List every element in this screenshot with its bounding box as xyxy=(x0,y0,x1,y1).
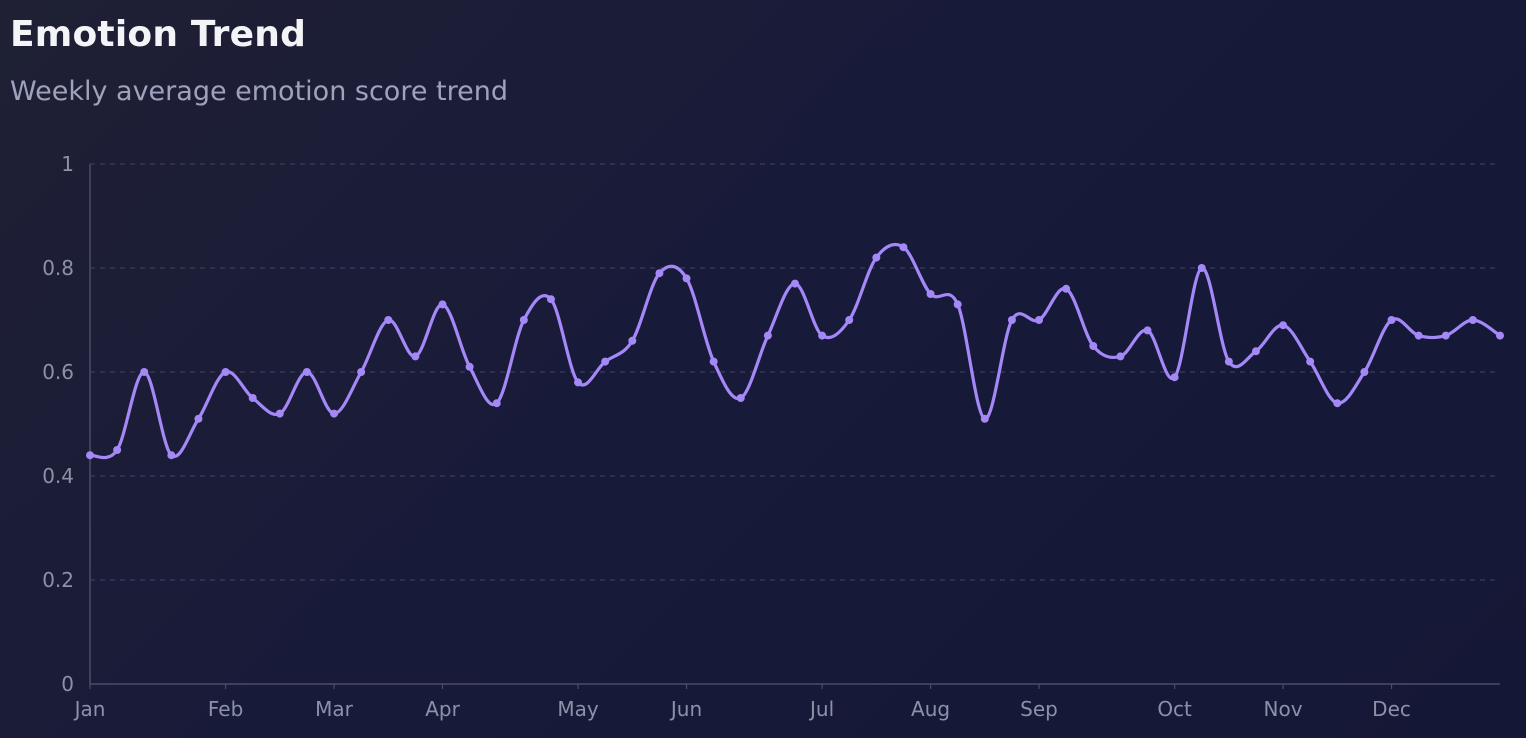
x-tick-label: Nov xyxy=(1264,697,1303,721)
data-point[interactable] xyxy=(194,414,203,423)
chart-subtitle: Weekly average emotion score trend xyxy=(10,76,508,107)
data-point[interactable] xyxy=(655,269,664,278)
data-point[interactable] xyxy=(167,451,176,460)
data-point[interactable] xyxy=(275,409,284,418)
chart-title: Emotion Trend xyxy=(10,14,307,55)
data-point[interactable] xyxy=(357,368,366,376)
x-tick-label: May xyxy=(557,697,599,721)
x-axis-ticks: Jan Feb Mar Apr May Jun Jul Aug Sep Oct Nov Dec xyxy=(73,684,1411,721)
data-point[interactable] xyxy=(926,290,935,298)
data-point[interactable] xyxy=(1224,357,1233,366)
data-point[interactable] xyxy=(1360,368,1369,376)
data-point[interactable] xyxy=(872,253,881,262)
y-tick-label: 0.6 xyxy=(42,360,74,384)
grid-lines xyxy=(90,163,1500,581)
data-point[interactable] xyxy=(791,279,799,288)
data-point[interactable] xyxy=(330,409,339,418)
x-tick-label: Jan xyxy=(73,697,106,721)
data-point[interactable] xyxy=(86,451,94,460)
data-point[interactable] xyxy=(1143,326,1152,335)
data-point[interactable] xyxy=(1441,331,1450,340)
data-point[interactable] xyxy=(1116,352,1125,361)
y-tick-label: 0.8 xyxy=(42,256,74,280)
x-tick-label: Jun xyxy=(669,697,702,721)
data-point[interactable] xyxy=(302,368,311,376)
data-point[interactable] xyxy=(438,300,447,309)
data-point[interactable] xyxy=(1197,264,1206,272)
data-point[interactable] xyxy=(628,336,637,345)
x-tick-label: Mar xyxy=(315,697,354,721)
x-tick-label: Feb xyxy=(208,697,243,721)
x-tick-label: Apr xyxy=(425,697,460,721)
data-point[interactable] xyxy=(1170,373,1179,382)
data-point[interactable] xyxy=(248,394,257,402)
data-point[interactable] xyxy=(845,316,854,324)
data-point[interactable] xyxy=(682,274,691,283)
data-points xyxy=(86,243,1504,460)
series-line-group xyxy=(88,242,1502,460)
data-point[interactable] xyxy=(980,414,989,423)
data-point[interactable] xyxy=(1062,284,1071,293)
data-point[interactable] xyxy=(1468,316,1477,324)
data-point[interactable] xyxy=(1414,331,1423,340)
y-tick-label: 1 xyxy=(61,152,74,176)
data-point[interactable] xyxy=(601,357,610,366)
data-point[interactable] xyxy=(140,368,149,376)
data-point[interactable] xyxy=(1496,331,1504,340)
series-line xyxy=(88,242,1502,460)
data-point[interactable] xyxy=(1035,316,1044,324)
y-axis-ticks: 0 0.2 0.4 0.6 0.8 1 xyxy=(42,152,74,696)
data-point[interactable] xyxy=(113,446,122,454)
data-point[interactable] xyxy=(574,378,583,387)
y-tick-label: 0.2 xyxy=(42,568,74,592)
x-tick-label: Aug xyxy=(911,697,950,721)
data-point[interactable] xyxy=(492,399,501,408)
x-tick-label: Jul xyxy=(808,697,834,721)
data-point[interactable] xyxy=(1306,357,1315,366)
data-point[interactable] xyxy=(1007,316,1016,324)
data-point[interactable] xyxy=(1089,342,1098,350)
data-point[interactable] xyxy=(221,368,230,376)
x-tick-label: Dec xyxy=(1372,697,1411,721)
data-point[interactable] xyxy=(709,357,718,366)
data-point[interactable] xyxy=(411,352,420,361)
data-point[interactable] xyxy=(546,295,555,304)
axes xyxy=(89,164,1500,685)
data-point[interactable] xyxy=(465,362,474,371)
data-point[interactable] xyxy=(1251,347,1260,356)
data-point[interactable] xyxy=(384,316,393,324)
x-tick-label: Sep xyxy=(1020,697,1058,721)
data-point[interactable] xyxy=(953,300,962,309)
data-point[interactable] xyxy=(1387,316,1396,324)
data-point[interactable] xyxy=(1279,321,1288,330)
data-point[interactable] xyxy=(519,316,528,324)
x-tick-label: Oct xyxy=(1157,697,1192,721)
y-tick-label: 0.4 xyxy=(42,464,74,488)
data-point[interactable] xyxy=(899,243,908,252)
data-point[interactable] xyxy=(1333,399,1342,408)
data-point[interactable] xyxy=(818,331,827,340)
data-point[interactable] xyxy=(736,394,745,402)
y-tick-label: 0 xyxy=(61,672,74,696)
data-point[interactable] xyxy=(763,331,772,340)
